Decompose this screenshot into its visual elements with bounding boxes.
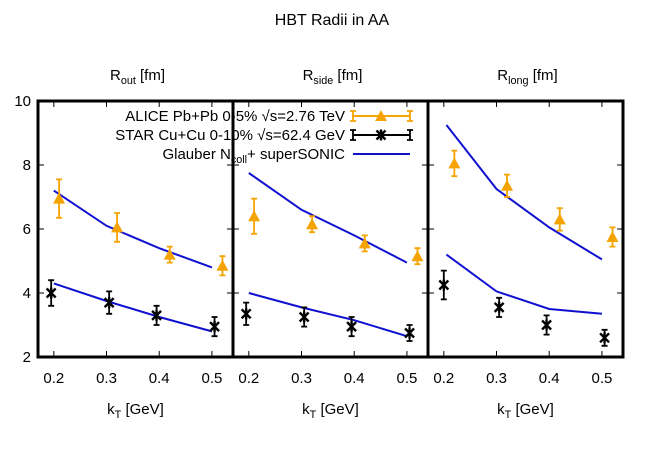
y-tick-label: 10 <box>14 93 31 110</box>
x-tick-label: 0.3 <box>96 370 117 387</box>
legend-label: Glauber Ncoll+ superSONIC <box>162 146 345 166</box>
star-data-point <box>151 309 162 321</box>
model-line-lower <box>53 282 213 333</box>
star-data-point <box>103 297 115 309</box>
panel-3: Rlong [fm] 0.2 0.3 0.4 0.5 kT [GeV] <box>426 67 625 421</box>
star-data-point <box>404 327 415 339</box>
model-line-lower <box>248 292 408 338</box>
x-tick-label: 0.2 <box>43 370 64 387</box>
alice-data-point <box>306 218 319 230</box>
x-tick-label: 0.4 <box>344 370 365 387</box>
alice-data-point <box>606 231 619 242</box>
panel-1: Rout [fm] 0.2 0.3 0.4 0.5 2 4 6 8 10 kT [GeV] <box>14 67 235 421</box>
panel-label: Rout [fm] <box>110 67 165 87</box>
star-data-point <box>599 332 610 344</box>
model-line-upper <box>53 189 213 269</box>
star-data-point <box>45 287 57 299</box>
x-tick-label: 0.4 <box>539 370 560 387</box>
y-tick-label: 4 <box>23 285 31 302</box>
star-data-point <box>209 321 220 333</box>
alice-data-point <box>448 157 461 169</box>
star-data-point <box>438 279 450 291</box>
x-tick-label: 0.3 <box>486 370 507 387</box>
legend-symbol-alice <box>375 110 387 121</box>
alice-data-point <box>411 250 424 262</box>
x-tick-label: 0.2 <box>238 370 259 387</box>
star-data-point <box>493 301 505 313</box>
legend-symbol-star <box>375 129 387 141</box>
chart-title: HBT Radii in AA <box>275 12 390 29</box>
legend-cap <box>407 110 413 122</box>
y-tick-label: 6 <box>23 221 31 238</box>
legend: ALICE Pb+Pb 0-5% √s=2.76 TeV STAR Cu+Cu 0… <box>115 108 413 166</box>
x-tick-label: 0.5 <box>396 370 417 387</box>
star-data-point <box>541 319 552 331</box>
legend-cap <box>350 110 356 122</box>
model-line-upper <box>248 172 408 264</box>
x-axis-label: kT [GeV] <box>107 401 164 421</box>
alice-data-point <box>53 192 66 204</box>
legend-label: ALICE Pb+Pb 0-5% √s=2.76 TeV <box>125 108 345 125</box>
y-tick-label: 8 <box>23 157 31 174</box>
x-tick-label: 0.4 <box>149 370 170 387</box>
panel-label: Rlong [fm] <box>497 67 557 87</box>
x-axis-label: kT [GeV] <box>497 401 554 421</box>
x-tick-label: 0.3 <box>291 370 312 387</box>
model-line-upper <box>445 124 603 261</box>
alice-data-point <box>501 179 514 191</box>
star-data-point <box>346 321 357 333</box>
alice-data-point <box>111 221 124 233</box>
x-tick-label: 0.5 <box>591 370 612 387</box>
legend-cap <box>350 129 356 141</box>
panel-label: Rside [fm] <box>303 67 363 87</box>
x-tick-label: 0.2 <box>433 370 454 387</box>
alice-data-point <box>553 213 566 225</box>
panels-group: Rout [fm] 0.2 0.3 0.4 0.5 2 4 6 8 10 kT [GeV] Rside… <box>14 67 625 421</box>
alice-data-point <box>358 237 371 249</box>
y-tick-label: 2 <box>23 349 31 366</box>
alice-data-point <box>163 248 176 260</box>
model-line-lower <box>445 253 603 315</box>
alice-data-point <box>248 210 261 222</box>
x-tick-label: 0.5 <box>201 370 222 387</box>
star-data-point <box>240 308 252 320</box>
star-data-point <box>298 311 310 323</box>
alice-data-point <box>216 259 229 271</box>
legend-label: STAR Cu+Cu 0-10% √s=62.4 GeV <box>115 127 345 144</box>
x-axis-label: kT [GeV] <box>302 401 359 421</box>
legend-cap <box>407 129 413 141</box>
